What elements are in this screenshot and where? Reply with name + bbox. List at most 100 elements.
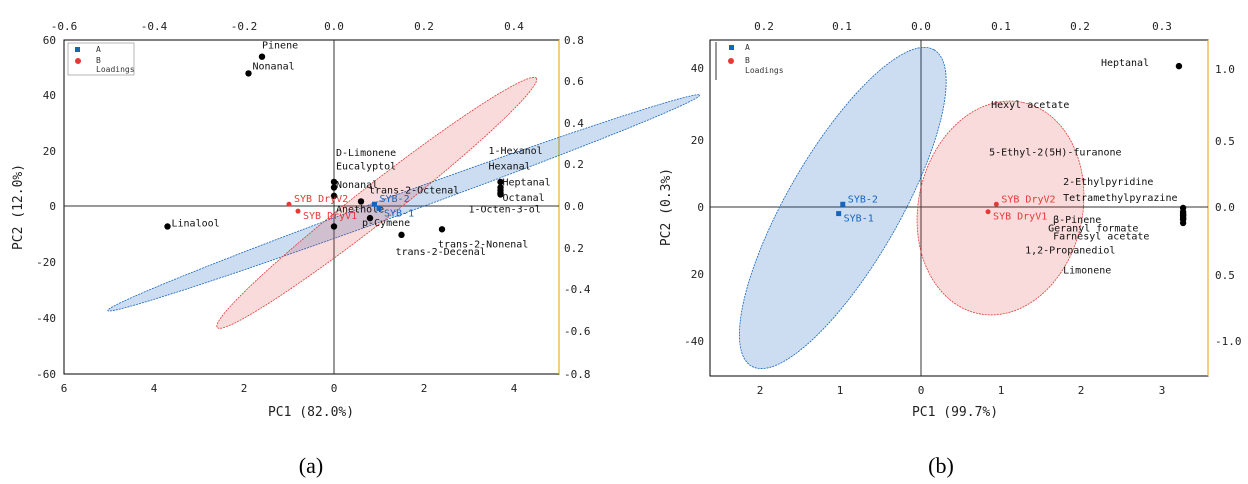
top-ticks-b: 0.2 0.1 0.0 0.1 0.2 0.3: [754, 20, 1172, 33]
loading-label: Anethole: [336, 204, 384, 215]
top-tick-b-0: 0.2: [754, 20, 774, 33]
loading-label: Geranyl formate: [1048, 223, 1138, 234]
loading-point: [258, 53, 266, 60]
sample-point: [376, 205, 382, 211]
loading-label: Hexyl acetate: [991, 100, 1069, 111]
loading-label: Limonene: [1063, 265, 1111, 276]
legend-b: A B Loadings: [715, 42, 784, 80]
loading-point: [1175, 62, 1183, 70]
samples-a: SYB-2 SYB-1 SYB DryV2 SYB DryV1: [286, 194, 414, 222]
x-tick-b-2: 0: [918, 384, 925, 397]
loading-label: trans-2-Octenal: [369, 185, 459, 196]
legend-label-b-B: B: [745, 56, 750, 65]
x-tick-b-0: 2: [757, 384, 764, 397]
top-tick-a-5: 0.4: [504, 20, 524, 33]
ellipses-b: [739, 47, 1085, 369]
x-tick-a-5: 4: [511, 382, 518, 395]
right-tick-a-4: 0.0: [564, 200, 584, 213]
loading-label: 1,2-Propanediol: [1025, 246, 1115, 257]
right-tick-b-4: -1.0: [1215, 335, 1242, 348]
sample-label: SYB DryV1: [993, 212, 1047, 223]
sample-point: [993, 201, 999, 207]
right-tick-b-2: 0.0: [1215, 201, 1235, 214]
x-tick-a-4: 2: [421, 382, 428, 395]
y-tick-b-2: 0: [697, 201, 704, 214]
right-tick-b-3: 0.5: [1215, 269, 1235, 282]
legend-note-a: Loadings: [96, 65, 135, 74]
x-tick-b-3: 1: [998, 384, 1005, 397]
caption-a: (a): [299, 453, 323, 478]
legend-label-a-B: B: [96, 56, 101, 65]
y-tick-b-4: -40: [684, 335, 704, 348]
loading-label: 1-Octen-3-ol: [469, 204, 541, 215]
top-tick-b-5: 0.3: [1152, 20, 1172, 33]
y-tick-a-5: 40: [43, 89, 56, 102]
x-tick-a-0: 6: [61, 382, 68, 395]
loading-label: D-Limonene: [336, 148, 396, 159]
legend-marker-a-A: [75, 47, 80, 52]
y-tick-b-0: 40: [691, 62, 704, 75]
loadings-a: Pinene Nonanal Linalool 1-Hexanol Hexanal Hep…: [164, 41, 551, 258]
top-tick-a-3: 0.0: [324, 20, 344, 33]
sample-label: SYB DryV2: [1001, 194, 1055, 205]
x-tick-a-1: 4: [151, 382, 158, 395]
loading-point: [497, 178, 504, 186]
top-tick-a-0: -0.6: [51, 20, 78, 33]
right-ticks-b: 1.0 0.5 0.0 0.5 -1.0: [1215, 63, 1242, 348]
right-tick-a-2: 0.4: [564, 117, 584, 130]
y-ticks-a: -60 -40 -20 0 20 40 60: [36, 34, 56, 381]
top-tick-a-4: 0.2: [414, 20, 434, 33]
loading-point: [366, 214, 374, 222]
y-tick-a-0: -60: [36, 368, 56, 381]
right-tick-a-1: 0.6: [564, 75, 584, 88]
loading-point: [330, 192, 338, 200]
loading-point: [497, 191, 504, 198]
legend-label-b-A: A: [745, 43, 750, 52]
right-tick-a-3: 0.2: [564, 158, 584, 171]
x-ticks-a: 6 4 2 0 2 4: [61, 382, 518, 395]
sample-point: [372, 201, 377, 207]
legend-a: A B Loadings: [67, 42, 135, 76]
y-ticks-b: 40 20 0 20 -40: [684, 62, 704, 348]
loading-label: Nonanal: [253, 61, 295, 72]
loading-point: [330, 223, 338, 230]
confidence-ellipse-A: [107, 94, 701, 312]
chart-b: 2 1 0 1 2 3 0.2 0.1 0.0 0.1 0.2 0.3 40 2…: [659, 20, 1242, 420]
loading-label: 2-Ethylpyridine: [1063, 177, 1153, 188]
loading-label: Tetramethylpyrazine: [1063, 193, 1177, 204]
loading-point: [164, 223, 171, 230]
right-tick-a-0: 0.8: [564, 34, 584, 47]
loadings-b: Heptanal Hexyl acetate 5-Ethyl-2(5H)-furan…: [989, 58, 1187, 276]
loading-label: 1-Hexanol: [489, 146, 543, 157]
loading-label: Hexanal: [489, 162, 531, 173]
right-tick-a-8: -0.8: [564, 368, 591, 381]
loading-label: Nonanal: [336, 180, 378, 191]
confidence-ellipse-A: [739, 47, 947, 369]
loading-label: p-Cymene: [362, 218, 410, 229]
legend-label-a-A: A: [96, 45, 101, 54]
top-tick-b-1: 0.1: [832, 20, 852, 33]
legend-note-b: Loadings: [745, 66, 784, 75]
samples-b: SYB-2 SYB-1 SYB DryV2 SYB DryV1: [836, 194, 1056, 225]
y-tick-a-6: 60: [43, 34, 56, 47]
loading-point: [357, 198, 365, 205]
loading-label: β-Pinene: [1053, 215, 1101, 226]
legend-marker-b-B: [728, 58, 734, 64]
legend-marker-a-B: [75, 58, 81, 64]
sample-point: [836, 211, 842, 217]
x-tick-a-2: 2: [241, 382, 248, 395]
sample-label: SYB-1: [384, 208, 414, 219]
loading-label: Linalool: [172, 218, 220, 229]
loading-point: [1179, 214, 1187, 221]
x-ticks-b: 2 1 0 1 2 3: [757, 384, 1166, 397]
right-ticks-a: 0.8 0.6 0.4 0.2 0.0 0.2 -0.4 -0.6 -0.8: [564, 34, 591, 381]
top-tick-b-3: 0.1: [991, 20, 1011, 33]
y-tick-a-2: -20: [36, 256, 56, 269]
right-tick-b-1: 0.5: [1215, 135, 1235, 148]
sample-point: [295, 208, 301, 214]
y-tick-a-1: -40: [36, 312, 56, 325]
loading-label: Heptanal: [1101, 58, 1149, 69]
loading-label: Heptanal: [503, 177, 551, 188]
x-tick-a-3: 0: [331, 382, 338, 395]
